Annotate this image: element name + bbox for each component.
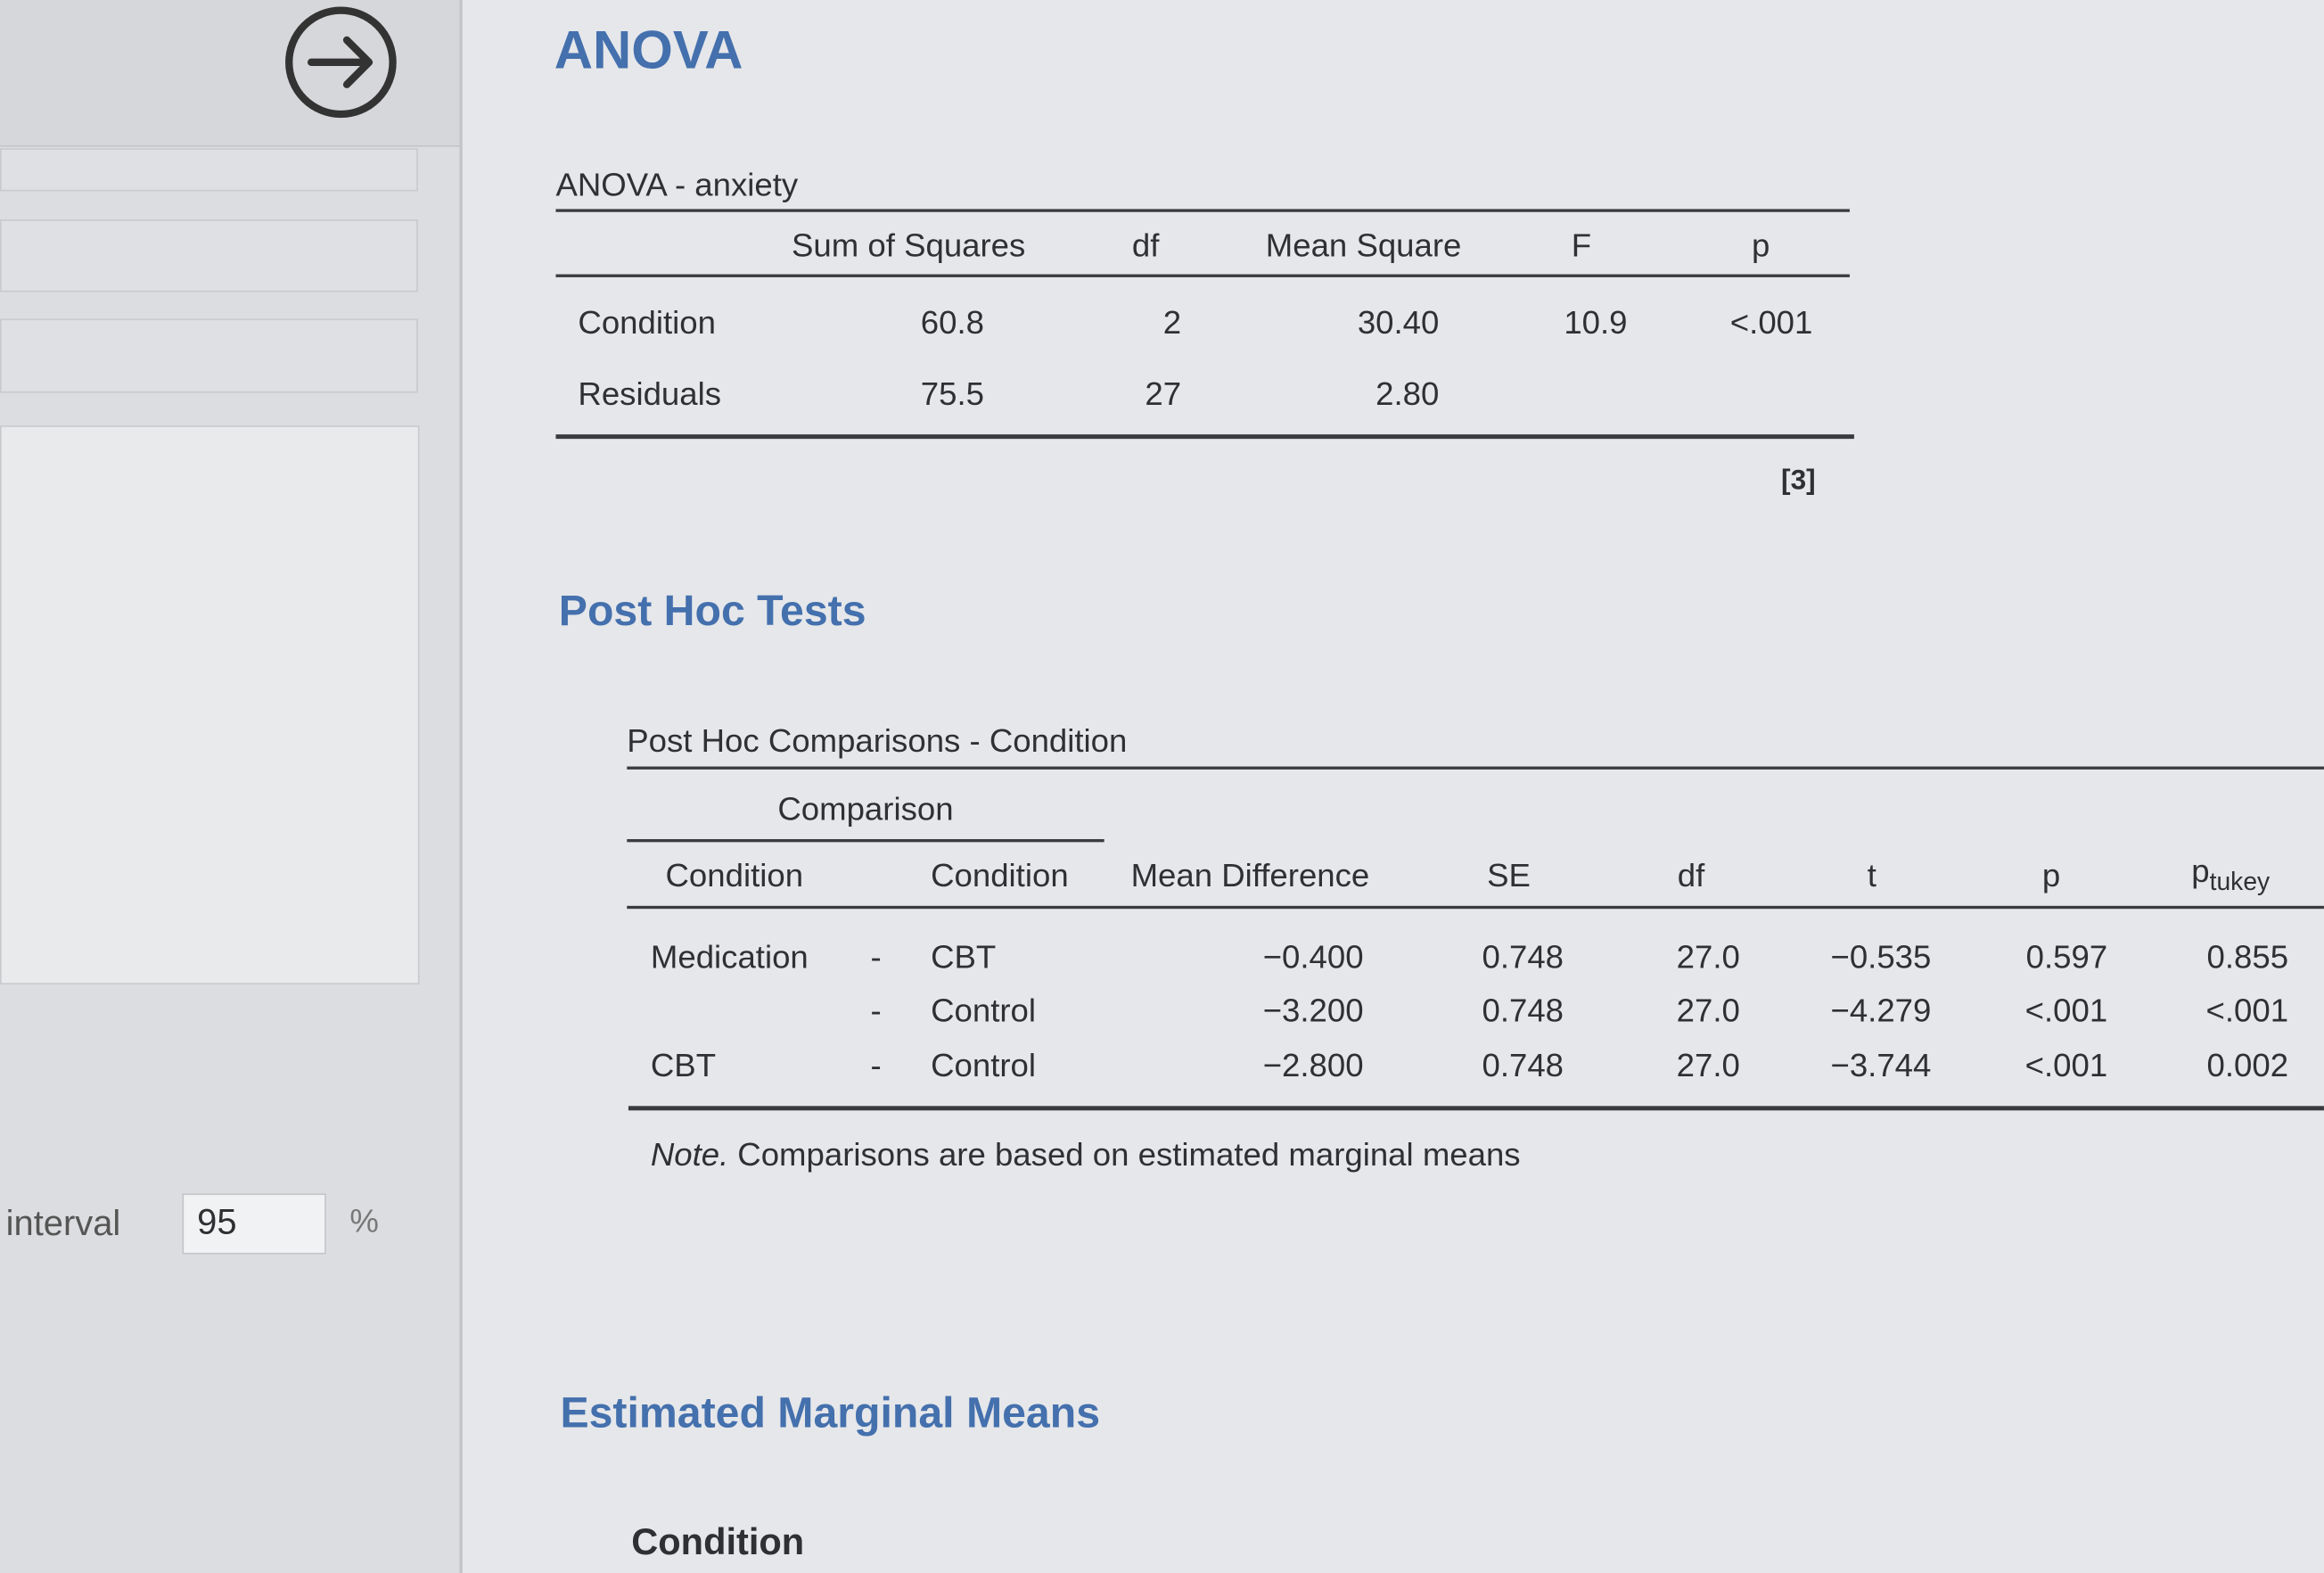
table-title: Post Hoc Comparisons - Condition: [627, 721, 1128, 760]
table-cell: 0.597: [2025, 938, 2108, 976]
header-main: p: [2191, 852, 2210, 890]
table-note: Note. Comparisons are based on estimated …: [651, 1136, 1521, 1174]
comparison-dash: -: [870, 1046, 882, 1084]
column-header: F: [1571, 226, 1592, 264]
comparison-dash: -: [870, 938, 882, 976]
row-label: Control: [931, 992, 1037, 1029]
sidebar-header: [0, 0, 460, 147]
table-cell: −3.200: [1262, 992, 1364, 1029]
column-header: p: [1751, 226, 1770, 264]
note-text: Comparisons are based on estimated margi…: [737, 1135, 1521, 1174]
table-cell: 75.5: [920, 375, 984, 413]
table-cell: 10.9: [1564, 303, 1628, 342]
table-cell: 27.0: [1676, 938, 1740, 976]
table-rule: [628, 1106, 2324, 1111]
row-label: CBT: [650, 1046, 717, 1084]
table-cell: −2.800: [1262, 1046, 1364, 1084]
table-cell: 2.80: [1376, 375, 1440, 413]
column-header: ptukey: [2191, 852, 2270, 898]
row-label: Medication: [650, 938, 809, 976]
column-header: Mean Difference: [1130, 856, 1370, 894]
column-header: Sum of Squares: [792, 226, 1026, 264]
column-header: t: [1867, 856, 1876, 894]
table-cell: 30.40: [1357, 303, 1440, 342]
subsection-heading: Condition: [631, 1521, 805, 1564]
column-header: Condition: [931, 856, 1069, 894]
table-title: ANOVA - anxiety: [555, 166, 799, 203]
table-cell: 27.0: [1676, 1046, 1740, 1084]
table-cell: <.001: [2024, 992, 2108, 1029]
note-label: Note.: [650, 1135, 729, 1174]
interval-label: interval: [5, 1204, 121, 1244]
table-rule: [627, 905, 2324, 910]
table-cell: <.001: [2205, 992, 2289, 1029]
row-label: Residuals: [578, 375, 722, 413]
sidebar-list: [0, 425, 420, 984]
row-label: Condition: [578, 303, 716, 342]
table-cell: 2: [1162, 303, 1182, 342]
sidebar-field: [0, 318, 418, 393]
column-header: SE: [1487, 856, 1531, 894]
table-footnote: [3]: [1781, 465, 1816, 497]
header-sub: tukey: [2209, 867, 2271, 896]
column-header: df: [1677, 856, 1705, 894]
table-rule: [555, 274, 1850, 277]
table-cell: −4.279: [1830, 992, 1932, 1029]
table-cell: 0.855: [2206, 938, 2289, 976]
column-spanner: Comparison: [777, 790, 954, 828]
interval-input[interactable]: [182, 1193, 326, 1255]
sidebar-field: [0, 148, 418, 192]
table-cell: 27: [1145, 375, 1182, 413]
table-cell: 60.8: [920, 303, 984, 342]
table-cell: 0.748: [1482, 992, 1564, 1029]
interval-value: 95: [197, 1202, 237, 1243]
column-header: p: [2041, 856, 2061, 894]
section-heading: Estimated Marginal Means: [560, 1389, 1101, 1437]
section-heading: ANOVA: [554, 19, 743, 80]
table-cell: 0.002: [2206, 1046, 2289, 1084]
interval-unit: %: [349, 1202, 379, 1239]
section-heading: Post Hoc Tests: [558, 588, 866, 636]
row-label: CBT: [931, 938, 997, 976]
column-header: Mean Square: [1265, 226, 1462, 264]
table-cell: −0.535: [1830, 938, 1932, 976]
run-arrow-button[interactable]: [282, 6, 400, 119]
table-rule: [555, 209, 1850, 212]
row-label: Control: [931, 1046, 1037, 1084]
column-header: Condition: [665, 856, 804, 894]
table-rule: [555, 434, 1854, 440]
table-cell: 27.0: [1676, 992, 1740, 1029]
table-cell: <.001: [1729, 303, 1813, 342]
sidebar-field: [0, 219, 418, 292]
table-rule: [627, 839, 1105, 843]
table-cell: 0.748: [1482, 938, 1564, 976]
table-cell: −3.744: [1830, 1046, 1932, 1084]
table-cell: <.001: [2024, 1046, 2108, 1084]
table-cell: 0.748: [1482, 1046, 1564, 1084]
table-rule: [627, 766, 2324, 770]
table-cell: −0.400: [1262, 938, 1364, 976]
column-header: df: [1131, 226, 1160, 264]
comparison-dash: -: [870, 992, 882, 1029]
